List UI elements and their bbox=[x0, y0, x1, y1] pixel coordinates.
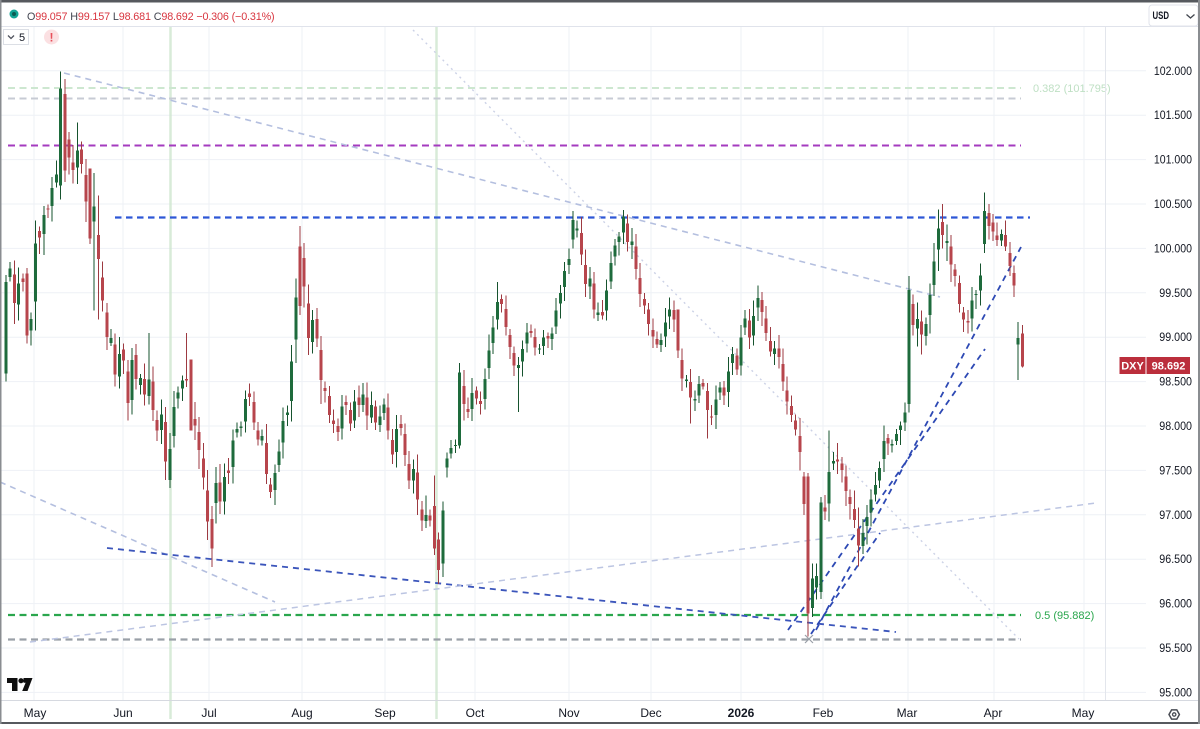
svg-text:Feb: Feb bbox=[813, 706, 834, 720]
svg-text:Jun: Jun bbox=[113, 706, 132, 720]
svg-text:96.000: 96.000 bbox=[1159, 597, 1192, 611]
svg-text:Apr: Apr bbox=[984, 706, 1003, 720]
svg-text:5: 5 bbox=[19, 32, 25, 44]
svg-text:101.500: 101.500 bbox=[1154, 108, 1192, 122]
svg-text:Nov: Nov bbox=[558, 706, 579, 720]
svg-text:USD: USD bbox=[1153, 10, 1170, 22]
svg-text:97.000: 97.000 bbox=[1159, 508, 1192, 522]
svg-text:2026: 2026 bbox=[728, 706, 755, 720]
svg-text:98.500: 98.500 bbox=[1159, 375, 1192, 389]
svg-text:101.000: 101.000 bbox=[1154, 153, 1192, 167]
svg-text:100.000: 100.000 bbox=[1154, 241, 1192, 255]
svg-text:May: May bbox=[24, 706, 47, 720]
svg-text:DXY: DXY bbox=[1121, 361, 1144, 373]
svg-text:Aug: Aug bbox=[291, 706, 312, 720]
svg-text:Mar: Mar bbox=[897, 706, 918, 720]
svg-text:0.5 (95.882): 0.5 (95.882) bbox=[1035, 610, 1094, 622]
svg-text:!: ! bbox=[50, 31, 54, 45]
svg-text:Dec: Dec bbox=[640, 706, 661, 720]
svg-text:99.000: 99.000 bbox=[1159, 330, 1192, 344]
svg-text:O99.057 H99.157 L98.681 C98.69: O99.057 H99.157 L98.681 C98.692 −0.306 (… bbox=[27, 11, 275, 23]
svg-text:98.692: 98.692 bbox=[1152, 361, 1186, 373]
svg-text:Jul: Jul bbox=[201, 706, 216, 720]
svg-text:98.000: 98.000 bbox=[1159, 419, 1192, 433]
svg-text:96.500: 96.500 bbox=[1159, 552, 1192, 566]
svg-text:102.000: 102.000 bbox=[1154, 64, 1192, 78]
svg-text:Sep: Sep bbox=[374, 706, 396, 720]
svg-text:100.500: 100.500 bbox=[1154, 197, 1192, 211]
svg-text:97.500: 97.500 bbox=[1159, 463, 1192, 477]
svg-text:95.000: 95.000 bbox=[1159, 685, 1192, 699]
svg-text:99.500: 99.500 bbox=[1159, 286, 1192, 300]
svg-text:May: May bbox=[1072, 706, 1095, 720]
svg-text:0.382 (101.795): 0.382 (101.795) bbox=[1033, 83, 1111, 95]
svg-text:Oct: Oct bbox=[466, 706, 485, 720]
svg-text:95.500: 95.500 bbox=[1159, 641, 1192, 655]
